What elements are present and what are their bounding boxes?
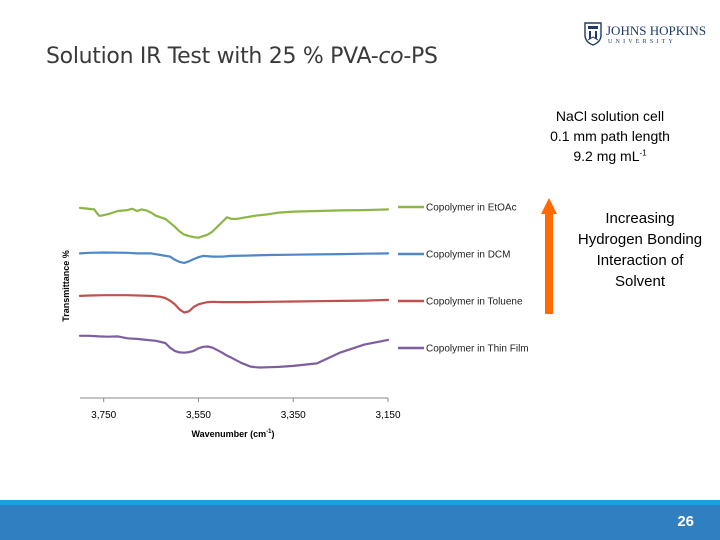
x-axis-label: Wavenumber (cm-1) [191, 429, 274, 439]
legend-label: Copolymer in Toluene [426, 297, 523, 308]
condition-concentration: 9.2 mg mL-1 [540, 146, 680, 166]
series-line-copolymer-in-toluene [78, 294, 390, 314]
university-logo: JOHNS HOPKINS UNIVERSITY [584, 22, 706, 50]
legend-entry-copolymer-in-thin-film: Copolymer in Thin Film [398, 344, 529, 355]
legend-label: Copolymer in EtOAc [426, 203, 517, 214]
chart-legend: Copolymer in EtOAc Copolymer in DCM Copoly… [398, 203, 529, 355]
title-part-3: -PS [403, 44, 438, 69]
footer-bar: 26 [0, 500, 720, 540]
x-tick-label: 3,550 [186, 410, 211, 421]
concentration-sup: -1 [639, 148, 647, 158]
series-line-copolymer-in-dcm [78, 251, 390, 264]
x-tick-label: 3,750 [91, 410, 116, 421]
concentration-base: 9.2 mg mL [573, 148, 640, 164]
trend-line-1: Increasing [605, 210, 675, 227]
trend-line-3: Interaction of [596, 252, 684, 269]
title-part-1: Solution IR Test with 25 % PVA- [46, 44, 379, 69]
series-layer [78, 206, 390, 369]
logo-wordmark: JOHNS HOPKINS [606, 23, 707, 38]
trend-line-2: Hydrogen Bonding [577, 231, 703, 248]
legend-entry-copolymer-in-dcm: Copolymer in DCM [398, 250, 510, 261]
trend-line-4: Solvent [614, 273, 666, 290]
x-tick-label: 3,150 [375, 410, 400, 421]
johns-hopkins-shield-icon [584, 22, 602, 46]
logo-subtitle: UNIVERSITY [608, 39, 676, 45]
title-part-italic: co [378, 44, 404, 69]
page-number: 26 [677, 513, 694, 530]
x-axis-label-base: Wavenumber (cm [191, 429, 266, 439]
slide-title: Solution IR Test with 25 % PVA-co-PS [46, 44, 438, 69]
series-line-copolymer-in-thin-film [78, 334, 390, 369]
condition-path-length: 0.1 mm path length [550, 128, 670, 144]
x-axis: 3,750 3,550 3,350 3,150 [80, 397, 401, 421]
legend-entry-copolymer-in-toluene: Copolymer in Toluene [398, 297, 523, 308]
x-tick-label: 3,350 [281, 410, 306, 421]
legend-label: Copolymer in Thin Film [426, 344, 529, 355]
x-axis-label-sup: -1 [266, 429, 272, 435]
condition-cell: NaCl solution cell [555, 108, 665, 124]
series-line-copolymer-in-etoac [78, 206, 390, 239]
trend-annotation: Increasing Hydrogen Bonding Interaction … [566, 208, 714, 292]
legend-entry-copolymer-in-etoac: Copolymer in EtOAc [398, 203, 517, 214]
x-axis-label-end: ) [272, 429, 275, 439]
y-axis-label: Transmittance % [61, 250, 71, 322]
measurement-conditions: NaCl solution cell 0.1 mm path length 9.… [540, 106, 680, 166]
increasing-arrow-icon [541, 198, 557, 314]
legend-label: Copolymer in DCM [426, 250, 510, 261]
